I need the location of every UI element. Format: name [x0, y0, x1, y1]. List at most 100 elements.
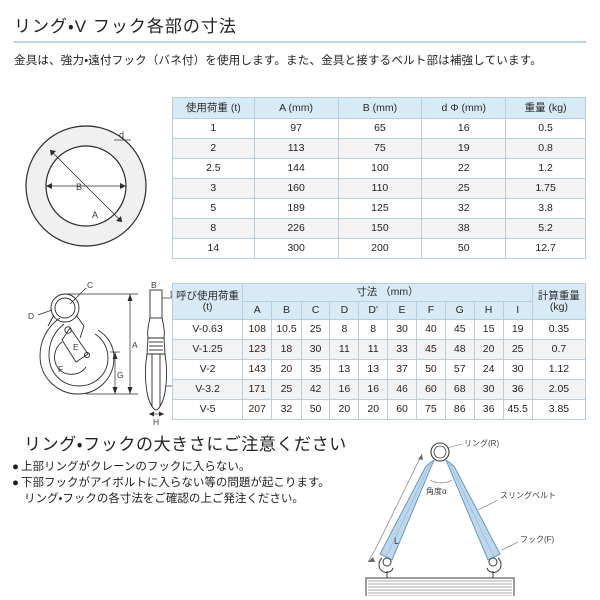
cell: 160 [253, 178, 339, 199]
cell: 226 [253, 218, 339, 239]
sling-label-belt: スリングベルト [500, 490, 556, 500]
cell: 3.85 [531, 399, 587, 420]
cell: 48 [444, 339, 475, 360]
cell: 57 [444, 359, 475, 380]
ring-spec-table: 使用荷重 (t) A (mm) B (mm) d Φ (mm) 重量 (kg) … [172, 97, 586, 259]
cell: 3.8 [505, 198, 586, 219]
table-row: V-2 143 20 35 13 13 37 50 57 24 30 1.12 [171, 359, 587, 380]
vhook-spec-table: 呼び使用荷重 (t) 寸法 （mm） 計算重量 (kg) A B C D D' … [171, 283, 587, 420]
cell: 86 [444, 399, 475, 420]
hook-label-b-side: B [151, 282, 157, 290]
table-row: 2.5 144 100 22 1.2 [172, 158, 586, 179]
cell: 18 [271, 339, 302, 360]
cell: 33 [387, 339, 417, 360]
hook-label-e: E [73, 342, 79, 352]
cell: 8 [358, 319, 389, 340]
hook-label-c: C [87, 282, 93, 290]
cell: 200 [337, 238, 423, 259]
cell: V-2 [171, 359, 244, 380]
cell: 2.05 [531, 379, 587, 400]
cell: 22 [421, 158, 507, 179]
header-line-2: (kg) [549, 300, 568, 313]
cell: 14 [172, 238, 255, 259]
table-row: 2 113 75 19 0.8 [172, 138, 586, 159]
cell: 20 [271, 359, 302, 380]
cell: V-5 [171, 399, 244, 420]
cell: 13 [358, 359, 389, 380]
sling-label-angle: 角度α [426, 486, 447, 496]
column-header: 使用荷重 (t) [172, 97, 255, 119]
column-header-dim: H [473, 301, 504, 320]
table-row: V-0.63 108 10.5 25 8 8 30 40 45 15 19 0.… [171, 319, 587, 340]
cell: 171 [242, 379, 273, 400]
cell: 3 [172, 178, 255, 199]
table-row: V-1.25 123 18 30 11 11 33 45 48 20 25 0.… [171, 339, 587, 360]
sling-label-hook: フック(F) [520, 535, 555, 544]
cell: 144 [253, 158, 339, 179]
column-header-dim: A [242, 301, 273, 320]
cell: 24 [473, 359, 504, 380]
cell: V-0.63 [171, 319, 244, 340]
cell: 25 [502, 339, 533, 360]
cell: 100 [337, 158, 423, 179]
cell: 40 [415, 319, 446, 340]
column-header-dim: F [415, 301, 446, 320]
cell: 45 [444, 319, 475, 340]
cell: 5.2 [505, 218, 586, 239]
cell: 11 [329, 339, 360, 360]
cell: 30 [502, 359, 533, 380]
cell: 108 [242, 319, 273, 340]
notice-list: ● 上部リングがクレーンのフックに入らない。 ● 下部フックがアイボルトに入らない等… [12, 459, 330, 507]
page-title: リング・V フック各部の寸法 [14, 17, 237, 36]
cell: 143 [242, 359, 273, 380]
table-header-row-top: 呼び使用荷重 (t) 寸法 （mm） 計算重量 (kg) [171, 283, 587, 320]
cell: 25 [300, 319, 331, 340]
table-header-row: 使用荷重 (t) A (mm) B (mm) d Φ (mm) 重量 (kg) [172, 97, 586, 119]
cell: 125 [337, 198, 423, 219]
table-row: 5 189 125 32 3.8 [172, 198, 586, 219]
sling-label-length: L [394, 536, 399, 546]
cell: 20 [473, 339, 504, 360]
cell: 75 [415, 399, 446, 420]
cell: 5 [172, 198, 255, 219]
column-header-dim: I [502, 301, 533, 320]
list-item: ● 下部フックがアイボルトに入らない等の問題が起こります。 [12, 475, 330, 491]
cell: 20 [358, 399, 389, 420]
table-row: V-5 207 32 50 20 20 60 75 86 36 45.5 3.8… [171, 399, 587, 420]
column-header-name: 呼び使用荷重 (t) [171, 283, 244, 320]
cell: 36 [502, 379, 533, 400]
cell: 189 [253, 198, 339, 219]
cell: 60 [415, 379, 446, 400]
cell: 16 [358, 379, 389, 400]
table-row: 8 226 150 38 5.2 [172, 218, 586, 239]
cell: 65 [337, 118, 423, 139]
column-header-dim: D [329, 301, 360, 320]
cell: 45.5 [502, 399, 533, 420]
cell: 19 [502, 319, 533, 340]
cell: 11 [358, 339, 389, 360]
cell: 50 [421, 238, 507, 259]
column-header-dim: C [300, 301, 331, 320]
cell: 10.5 [271, 319, 302, 340]
notice-heading: リング・フックの大きさにご注意ください [24, 435, 347, 454]
hook-label-d: D [28, 311, 34, 321]
header-line-1: 呼び使用荷重 [176, 290, 240, 302]
column-header-dimensions: 寸法 （mm） [242, 283, 533, 302]
cell: 46 [387, 379, 417, 400]
column-header-dim: E [387, 301, 417, 320]
cell: 32 [271, 399, 302, 420]
column-header-dim: B [271, 301, 302, 320]
table-row: V-3.2 171 25 42 16 16 46 60 68 30 36 2.0… [171, 379, 587, 400]
cell: 32 [421, 198, 507, 219]
column-header: A (mm) [253, 97, 339, 119]
cell: V-3.2 [171, 379, 244, 400]
column-header-dim: G [444, 301, 475, 320]
cell: 1 [172, 118, 255, 139]
cell: 113 [253, 138, 339, 159]
table-header-row-sub: A B C D D' E F G H I [173, 301, 586, 320]
cell: 15 [473, 319, 504, 340]
hook-label-g: G [117, 370, 124, 380]
hook-label-h: H [153, 417, 159, 427]
hook-diagram: C D E F G A B D' I H [28, 282, 179, 427]
cell: 0.35 [531, 319, 587, 340]
